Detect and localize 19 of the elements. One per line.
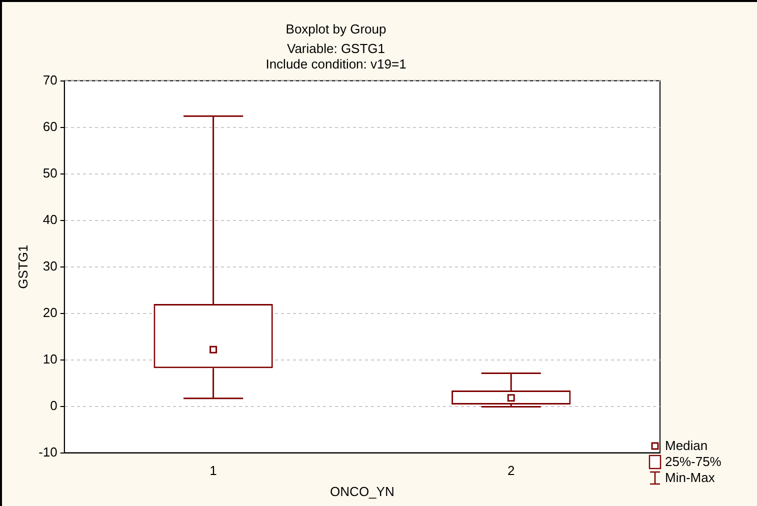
y-tick-label: 60 — [42, 118, 58, 134]
y-axis-title: GSTG1 — [15, 244, 30, 289]
x-axis-title: ONCO_YN — [330, 484, 394, 499]
y-tick-label: 10 — [42, 351, 58, 366]
text: Include condition: v19=1 — [266, 56, 406, 72]
text: 25%-75% — [665, 454, 722, 470]
y-tick-label: 20 — [42, 304, 58, 320]
text: Median — [665, 438, 708, 454]
y-tick-label: 30 — [42, 258, 58, 274]
x-tick-label: 1 — [210, 463, 217, 478]
text: Variable: GSTG1 — [286, 40, 386, 56]
y-tick-label: 40 — [42, 212, 58, 227]
y-tick-label: 70 — [42, 72, 58, 88]
y-tick-label: -10 — [38, 444, 58, 460]
text: Min-Max — [665, 470, 715, 486]
chart-title: Boxplot by Group — [286, 21, 386, 36]
x-tick-label: 2 — [507, 463, 515, 478]
y-tick-label: 0 — [50, 398, 58, 413]
y-tick-label: 50 — [42, 165, 58, 180]
